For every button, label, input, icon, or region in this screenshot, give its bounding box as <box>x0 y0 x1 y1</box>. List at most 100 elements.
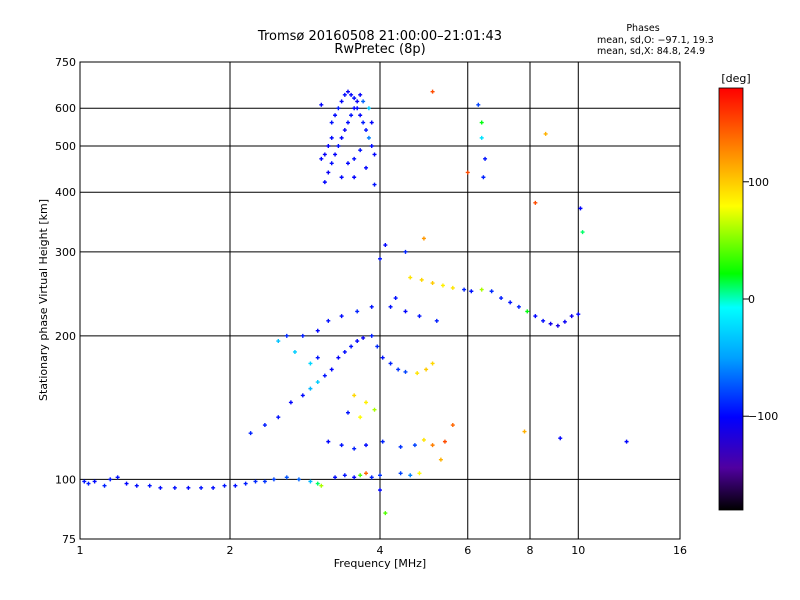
data-point <box>253 479 258 484</box>
data-point <box>479 120 484 125</box>
data-point <box>624 439 629 444</box>
data-point <box>378 473 382 478</box>
data-point <box>349 344 354 349</box>
data-point <box>345 89 350 94</box>
data-point <box>355 106 360 111</box>
data-point <box>108 477 113 482</box>
data-point <box>499 296 504 301</box>
data-point <box>326 318 331 323</box>
data-point <box>345 161 350 166</box>
axis-ticks: 1 2 4 6 8 10 16 75 100 200 300 400 500 600 750 <box>55 56 687 557</box>
data-point <box>415 371 420 376</box>
data-point <box>82 479 87 484</box>
data-point <box>388 361 393 366</box>
data-point <box>222 483 227 488</box>
colorbar-ticks: 100 0 −100 <box>743 176 778 423</box>
data-point <box>349 92 354 97</box>
data-point <box>417 314 422 319</box>
data-point <box>147 483 152 488</box>
data-point <box>369 475 374 480</box>
data-point <box>292 349 297 354</box>
y-tick-label: 100 <box>55 473 76 486</box>
data-point <box>358 148 363 153</box>
data-point <box>438 457 443 462</box>
data-point <box>430 89 435 94</box>
data-point <box>380 439 385 444</box>
colorbar: [deg] 100 0 −100 <box>718 72 778 511</box>
data-point <box>398 471 403 476</box>
chart-subtitle: RwPretec (8p) <box>334 42 425 57</box>
data-point <box>516 304 521 309</box>
data-point <box>366 106 371 111</box>
data-point <box>358 113 363 118</box>
data-point <box>322 373 327 378</box>
data-point <box>262 479 267 484</box>
data-point <box>430 443 435 448</box>
data-point <box>450 423 455 428</box>
data-point <box>352 175 357 180</box>
data-point <box>296 477 301 482</box>
data-point <box>369 304 374 309</box>
y-tick-label: 750 <box>55 56 76 69</box>
data-point <box>355 99 360 104</box>
data-point <box>533 314 538 319</box>
data-point <box>372 407 377 412</box>
data-point <box>333 152 338 157</box>
data-point <box>199 485 204 490</box>
data-point <box>361 99 366 104</box>
data-point <box>319 102 324 107</box>
x-tick-label: 10 <box>571 544 585 557</box>
chart-title: Tromsø 20160508 21:00:00–21:01:43 <box>257 29 502 44</box>
data-point <box>329 135 334 140</box>
x-tick-label: 1 <box>77 544 84 557</box>
data-point <box>364 400 369 405</box>
phase-o-stats: mean, sd,O: −97.1, 19.3 <box>597 35 714 46</box>
data-point <box>483 156 488 161</box>
data-point <box>308 479 313 484</box>
data-point <box>469 289 474 294</box>
data-point <box>342 473 347 478</box>
data-point <box>421 236 426 241</box>
data-point <box>326 439 331 444</box>
data-point <box>403 309 408 314</box>
data-point <box>375 344 380 349</box>
x-axis-label: Frequency [MHz] <box>334 557 426 570</box>
data-point <box>342 349 347 354</box>
data-point <box>476 102 481 107</box>
data-point <box>465 170 470 175</box>
x-tick-label: 16 <box>673 544 687 557</box>
data-point <box>369 120 374 125</box>
data-point <box>333 475 338 480</box>
data-point <box>342 92 347 97</box>
data-point <box>578 206 583 211</box>
data-point <box>479 287 484 292</box>
data-point <box>562 319 567 324</box>
y-axis-label: Stationary phase Virtual Height [km] <box>37 199 50 401</box>
data-point <box>369 333 374 338</box>
y-tick-label: 75 <box>62 533 76 546</box>
data-point <box>326 143 331 148</box>
data-point <box>86 481 91 486</box>
data-point <box>339 443 344 448</box>
data-point <box>408 473 413 478</box>
data-point <box>364 165 369 170</box>
data-point <box>541 318 546 323</box>
colorbar-tick-label: 0 <box>748 293 755 306</box>
data-point <box>576 312 581 317</box>
data-point <box>355 309 360 314</box>
data-point <box>398 444 403 449</box>
data-point <box>421 437 426 442</box>
colorbar-unit: [deg] <box>721 72 750 85</box>
data-point <box>300 393 305 398</box>
data-point <box>186 485 191 490</box>
data-point <box>172 485 177 490</box>
data-point <box>352 393 357 398</box>
data-point <box>378 488 382 493</box>
data-point <box>300 333 305 338</box>
data-point <box>508 300 513 305</box>
data-point <box>358 92 363 97</box>
data-point <box>355 339 360 344</box>
data-point <box>315 481 320 486</box>
data-point <box>326 170 331 175</box>
